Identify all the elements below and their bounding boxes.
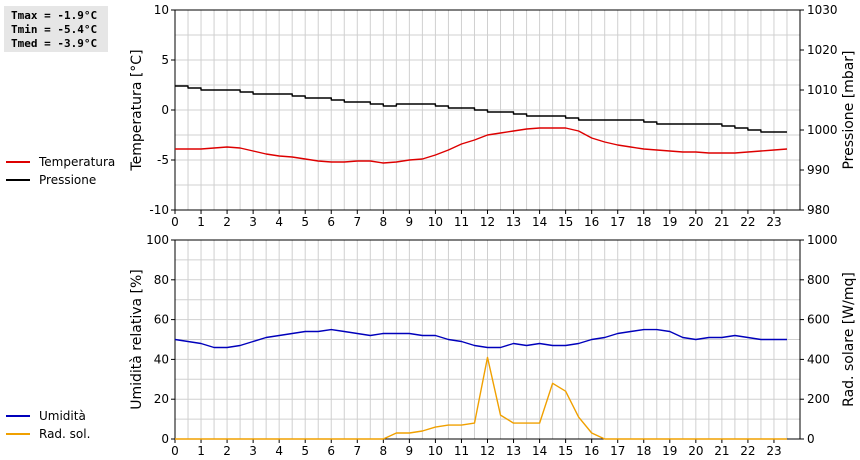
series-line-temperatura: [175, 127, 788, 164]
legend-label-radiazione: Rad. sol.: [39, 427, 91, 441]
top-y-tick-label: 0: [161, 103, 169, 117]
series-line-pressione: [175, 85, 787, 133]
top-x-tick-label: 14: [532, 215, 547, 229]
legend-top-chart: Temperatura Pressione: [6, 153, 115, 189]
top-x-tick-label: 3: [249, 215, 257, 229]
stat-tmin: Tmin = -5.4°C: [11, 23, 98, 36]
bottom-x-tick-label: 10: [428, 444, 443, 458]
bottom-y2-tick-label: 0: [807, 432, 815, 446]
bottom-x-tick-label: 5: [301, 444, 309, 458]
legend-bottom-chart: Umidità Rad. sol.: [6, 407, 90, 443]
series-line-umidita: [174, 328, 787, 349]
top-x-tick-label: 12: [480, 215, 495, 229]
top-x-tick-label: 20: [688, 215, 703, 229]
top-x-tick-label: 10: [428, 215, 443, 229]
bottom-x-tick-label: 1: [197, 444, 205, 458]
bottom-x-tick-label: 6: [327, 444, 335, 458]
bottom-x-tick-label: 7: [353, 444, 361, 458]
top-y2-tick-label: 1020: [807, 43, 838, 57]
bottom-y-tick-label: 80: [154, 273, 169, 287]
top-y2-tick-label: 1030: [807, 3, 838, 17]
bottom-y2-tick-label: 800: [807, 273, 830, 287]
top-x-tick-label: 8: [380, 215, 388, 229]
legend-label-umidita: Umidità: [39, 409, 86, 423]
stat-tmax: Tmax = -1.9°C: [11, 9, 98, 22]
bottom-x-tick-label: 20: [688, 444, 703, 458]
legend-label-temperatura: Temperatura: [39, 155, 116, 169]
top-x-tick-label: 9: [406, 215, 414, 229]
bottom-x-tick-label: 21: [714, 444, 729, 458]
stat-tmed: Tmed = -3.9°C: [11, 37, 98, 50]
top-y2-tick-label: 1000: [807, 123, 838, 137]
legend-item-temperatura: Temperatura: [6, 153, 115, 171]
top-y2-tick-label: 980: [807, 203, 830, 217]
top-x-tick-label: 6: [327, 215, 335, 229]
bottom-y-axis-title: Umidità relativa [%]: [129, 269, 145, 410]
bottom-y-tick-label: 100: [146, 233, 169, 247]
legend-swatch-pressione: [6, 179, 30, 181]
bottom-y2-tick-label: 400: [807, 352, 830, 366]
bottom-x-tick-label: 11: [454, 444, 469, 458]
top-y-axis-title: Temperatura [°C]: [129, 49, 145, 171]
top-x-tick-label: 0: [171, 215, 179, 229]
bottom-x-tick-label: 8: [380, 444, 388, 458]
top-x-tick-label: 17: [610, 215, 625, 229]
bottom-x-tick-label: 9: [406, 444, 414, 458]
legend-swatch-radiazione: [6, 433, 30, 435]
legend-swatch-temperatura: [6, 161, 30, 163]
top-x-tick-label: 18: [636, 215, 651, 229]
legend-swatch-umidita: [6, 415, 30, 417]
top-x-tick-label: 23: [766, 215, 781, 229]
top-x-tick-label: 16: [584, 215, 599, 229]
top-y2-tick-label: 990: [807, 163, 830, 177]
bottom-x-tick-label: 0: [171, 444, 179, 458]
bottom-x-tick-label: 23: [766, 444, 781, 458]
bottom-x-tick-label: 13: [506, 444, 521, 458]
bottom-x-tick-label: 4: [275, 444, 283, 458]
bottom-y2-tick-label: 200: [807, 392, 830, 406]
bottom-x-tick-label: 3: [249, 444, 257, 458]
series-line-radiazione: [175, 356, 787, 440]
legend-item-radiazione: Rad. sol.: [6, 425, 90, 443]
top-x-tick-label: 7: [353, 215, 361, 229]
top-x-tick-label: 19: [662, 215, 677, 229]
legend-item-pressione: Pressione: [6, 171, 115, 189]
top-y-tick-label: 10: [154, 3, 169, 17]
bottom-x-tick-label: 17: [610, 444, 625, 458]
bottom-y-tick-label: 0: [161, 432, 169, 446]
top-x-tick-label: 5: [301, 215, 309, 229]
bottom-y2-axis-title: Rad. solare [W/mq]: [841, 272, 857, 407]
top-x-tick-label: 2: [223, 215, 231, 229]
bottom-x-tick-label: 2: [223, 444, 231, 458]
top-x-tick-label: 4: [275, 215, 283, 229]
bottom-y-tick-label: 60: [154, 313, 169, 327]
top-y-tick-label: 5: [161, 53, 169, 67]
bottom-x-tick-label: 19: [662, 444, 677, 458]
legend-item-umidita: Umidità: [6, 407, 90, 425]
top-y-tick-label: -5: [157, 153, 169, 167]
top-x-tick-label: 21: [714, 215, 729, 229]
top-y2-tick-label: 1010: [807, 83, 838, 97]
legend-label-pressione: Pressione: [39, 173, 97, 187]
temperature-stats-box: Tmax = -1.9°C Tmin = -5.4°C Tmed = -3.9°…: [4, 6, 108, 52]
bottom-x-tick-label: 14: [532, 444, 547, 458]
top-x-tick-label: 15: [558, 215, 573, 229]
top-y-tick-label: -10: [149, 203, 169, 217]
bottom-x-tick-label: 15: [558, 444, 573, 458]
top-x-tick-label: 1: [197, 215, 205, 229]
bottom-y-tick-label: 20: [154, 392, 169, 406]
bottom-y2-tick-label: 1000: [807, 233, 838, 247]
top-y2-axis-title: Pressione [mbar]: [841, 50, 857, 169]
bottom-x-tick-label: 12: [480, 444, 495, 458]
bottom-x-tick-label: 16: [584, 444, 599, 458]
bottom-y-tick-label: 40: [154, 352, 169, 366]
top-x-tick-label: 11: [454, 215, 469, 229]
top-x-tick-label: 22: [740, 215, 755, 229]
bottom-y2-tick-label: 600: [807, 313, 830, 327]
bottom-x-tick-label: 22: [740, 444, 755, 458]
top-x-tick-label: 13: [506, 215, 521, 229]
bottom-x-tick-label: 18: [636, 444, 651, 458]
